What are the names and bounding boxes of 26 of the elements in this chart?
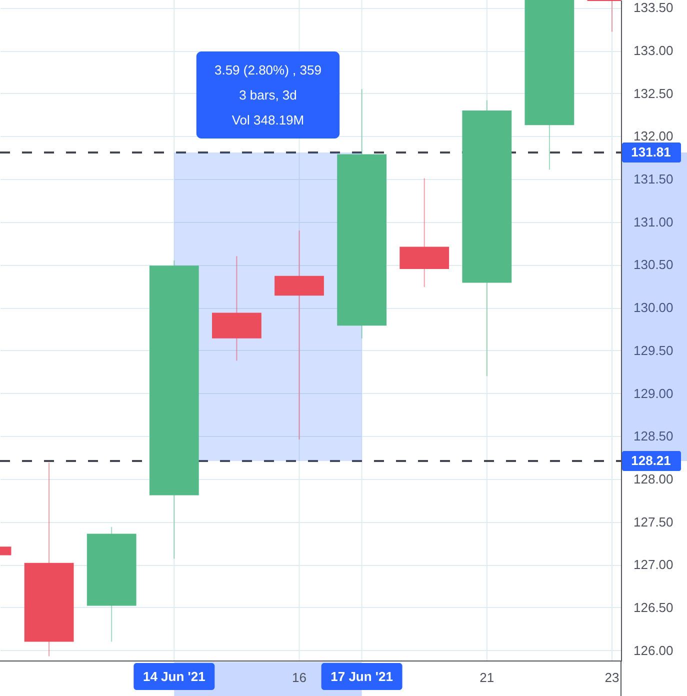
y-tick-label: 132.50: [634, 86, 674, 101]
y-tick-label: 128.50: [634, 428, 674, 444]
annotation: Vol 348.19M: [232, 112, 304, 128]
y-tick-label: 127.00: [634, 557, 674, 572]
x-tick-label: 21: [480, 670, 494, 685]
y-tick-label: 127.50: [634, 514, 674, 530]
ref-line-label: 128.21: [631, 452, 671, 468]
y-tick-label: 126.00: [634, 642, 674, 658]
ref-line-label: 131.81: [631, 144, 671, 160]
y-tick-label: 128.00: [634, 471, 674, 486]
y-tick-label: 133.50: [634, 0, 674, 16]
x-tick-label: 16: [292, 670, 306, 685]
y-tick-label: 132.00: [634, 128, 674, 144]
annotation: 3 bars, 3d: [239, 88, 297, 103]
annotation: 3.59 (2.80%) , 359: [214, 62, 322, 78]
y-tick-label: 130.00: [634, 300, 674, 316]
x-tick-label: 23: [604, 670, 620, 685]
x-tick-label: 17 Jun '21: [330, 669, 393, 684]
y-tick-label: 133.00: [634, 43, 674, 58]
y-tick-label: 131.50: [634, 172, 674, 187]
y-tick-label: 130.50: [634, 257, 674, 272]
y-tick-label: 131.00: [634, 214, 674, 230]
y-tick-label: 126.50: [634, 600, 674, 615]
y-tick-label: 129.00: [634, 386, 674, 401]
y-tick-label: 129.50: [634, 342, 674, 358]
x-tick-label: 14 Jun '21: [142, 669, 206, 684]
